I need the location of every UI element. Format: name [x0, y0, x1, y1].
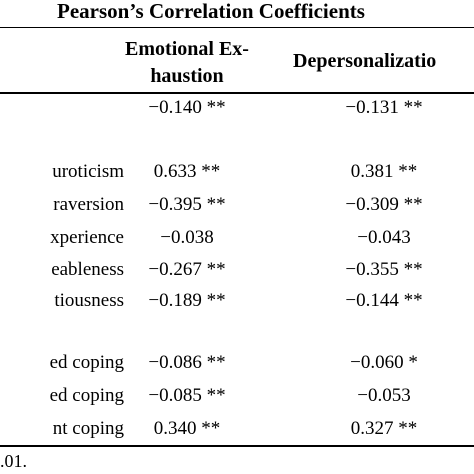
cell-emotional-exhaustion: −0.267 ** — [148, 259, 226, 280]
footnote: .01. — [0, 451, 27, 471]
cell-depersonalization: 0.381 ** — [350, 161, 418, 182]
cell-depersonalization: 0.327 ** — [350, 418, 418, 439]
row-label: xperience — [50, 227, 124, 248]
cell-emotional-exhaustion: −0.140 ** — [148, 97, 226, 118]
row-label: raversion — [53, 194, 124, 215]
cell-depersonalization: −0.060 * — [350, 352, 418, 373]
table-bottom-rule — [0, 445, 474, 447]
header-bottom-rule — [0, 92, 474, 94]
cell-emotional-exhaustion: −0.086 ** — [148, 352, 226, 373]
row-label: nt coping — [52, 418, 124, 439]
cell-depersonalization: −0.144 ** — [345, 290, 423, 311]
cell-depersonalization: −0.131 ** — [345, 97, 423, 118]
cell-depersonalization: −0.053 — [357, 385, 411, 406]
cell-emotional-exhaustion: 0.340 ** — [153, 418, 221, 439]
group-header: Pearson’s Correlation Coefficients — [57, 0, 365, 23]
cell-emotional-exhaustion: −0.395 ** — [148, 194, 226, 215]
row-label: uroticism — [52, 161, 124, 182]
row-label: tiousness — [54, 290, 124, 311]
cell-emotional-exhaustion: 0.633 ** — [153, 161, 221, 182]
column-header-emotional-exhaustion-line1: Emotional Ex- — [125, 38, 249, 60]
cell-emotional-exhaustion: −0.189 ** — [148, 290, 226, 311]
row-label: eableness — [51, 259, 124, 280]
cell-depersonalization: −0.309 ** — [345, 194, 423, 215]
cell-depersonalization: −0.355 ** — [345, 259, 423, 280]
header-rule — [0, 27, 474, 28]
cell-emotional-exhaustion: −0.085 ** — [148, 385, 226, 406]
column-header-depersonalization: Depersonalizatio — [293, 50, 437, 72]
row-label: ed coping — [49, 385, 124, 406]
row-label: ed coping — [49, 352, 124, 373]
cell-emotional-exhaustion: −0.038 — [160, 227, 214, 248]
cell-depersonalization: −0.043 — [357, 227, 411, 248]
column-header-emotional-exhaustion-line2: haustion — [150, 65, 224, 87]
